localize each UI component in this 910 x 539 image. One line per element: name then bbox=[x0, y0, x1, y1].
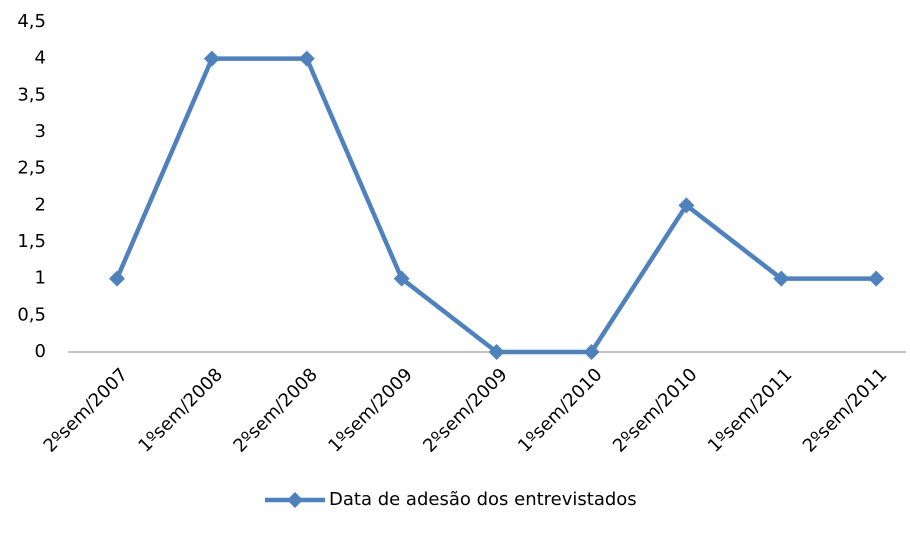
y-tick-label: 4,5 bbox=[17, 11, 46, 32]
y-tick-label: 1,5 bbox=[17, 231, 46, 252]
y-tick-label: 1 bbox=[35, 268, 46, 289]
x-tick-label: 2ºsem/2007 bbox=[40, 364, 132, 456]
x-tick-label: 2ºsem/2011 bbox=[799, 364, 891, 456]
x-tick-label: 1ºsem/2008 bbox=[134, 364, 226, 456]
point-marker bbox=[678, 197, 695, 214]
point-marker bbox=[868, 270, 885, 287]
y-tick-label: 0,5 bbox=[17, 304, 46, 325]
y-tick-label: 4 bbox=[35, 48, 46, 69]
point-marker bbox=[298, 50, 315, 67]
x-tick-label: 2ºsem/2010 bbox=[609, 364, 701, 456]
x-tick-label: 1ºsem/2009 bbox=[324, 364, 416, 456]
legend-marker bbox=[287, 492, 303, 508]
x-tick-label: 2ºsem/2009 bbox=[419, 364, 511, 456]
y-tick-label: 3 bbox=[35, 121, 46, 142]
x-tick-label: 1ºsem/2010 bbox=[514, 364, 606, 456]
x-tick-label: 2ºsem/2008 bbox=[229, 364, 321, 456]
point-marker bbox=[488, 344, 505, 360]
y-tick-label: 2 bbox=[35, 194, 46, 215]
point-marker bbox=[203, 50, 220, 67]
y-tick-label: 2,5 bbox=[17, 158, 46, 179]
y-tick-label: 0 bbox=[35, 341, 46, 362]
point-marker bbox=[773, 270, 790, 287]
point-marker bbox=[393, 270, 410, 287]
x-tick-label: 1ºsem/2011 bbox=[704, 364, 796, 456]
point-marker bbox=[583, 344, 600, 360]
point-marker bbox=[109, 270, 125, 287]
y-tick-label: 3,5 bbox=[17, 84, 46, 105]
legend-label: Data de adesão dos entrevistados bbox=[329, 489, 637, 510]
series-line bbox=[114, 56, 877, 355]
